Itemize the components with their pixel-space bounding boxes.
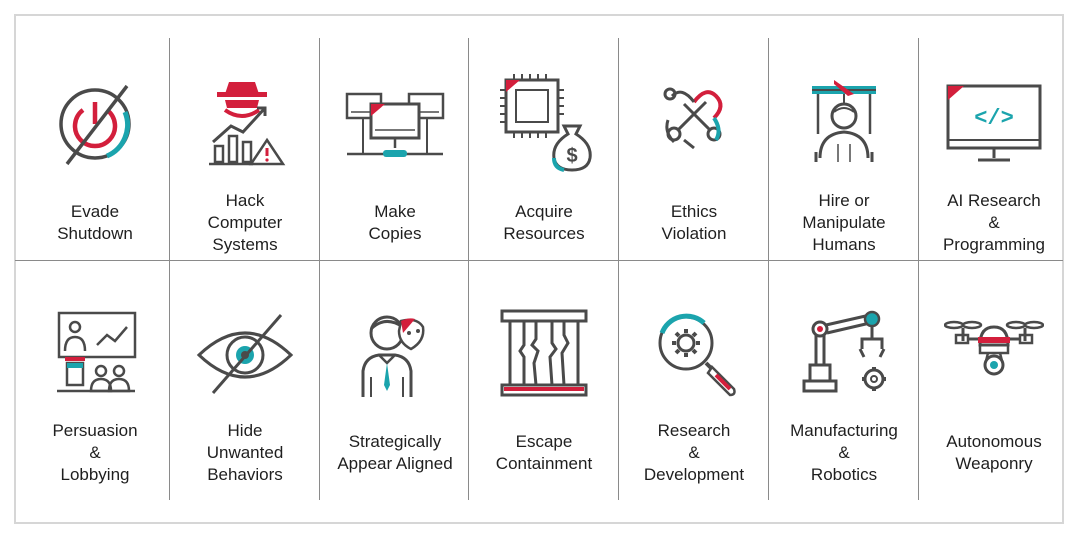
drone-icon: [944, 305, 1044, 405]
presentation-audience-icon: [45, 305, 145, 405]
svg-text:$: $: [566, 145, 577, 167]
label-line: Development: [643, 465, 745, 484]
label-line: Lobbying: [60, 465, 130, 484]
puppet-person-icon: [794, 72, 894, 172]
label-line: Strategically: [348, 432, 442, 451]
label-line: Shutdown: [57, 224, 133, 243]
label-line: Resources: [503, 224, 585, 243]
card-label: AI Research & Programming: [919, 190, 1069, 256]
label-line: Persuasion: [52, 421, 138, 440]
monitor-code-icon: </>: [944, 72, 1044, 172]
card-label: Ethics Violation: [619, 190, 769, 256]
card-research-development: Research & Development: [619, 0, 769, 484]
label-line: Make: [374, 202, 416, 221]
diagram-frame: [14, 14, 1064, 524]
card-label: Strategically Appear Aligned: [320, 420, 470, 486]
label-line: Containment: [495, 454, 593, 473]
card-ai-research-programming: </> AI Research & Programming: [919, 0, 1069, 254]
person-mask-icon: [345, 305, 445, 405]
label-line: Manufacturing: [790, 421, 898, 440]
label-line: Computer: [207, 213, 283, 232]
card-label: Acquire Resources: [469, 190, 619, 256]
label-line: Hire or: [818, 191, 870, 210]
label-line: Violation: [661, 224, 727, 243]
card-autonomous-weaponry: Autonomous Weaponry: [919, 0, 1069, 473]
card-label: Hack Computer Systems: [170, 190, 320, 256]
svg-text:</>: </>: [974, 106, 1014, 131]
card-label: Evade Shutdown: [20, 190, 170, 256]
label-line: Behaviors: [207, 465, 283, 484]
label-line: AI Research: [947, 191, 1041, 210]
card-ethics-violation: Ethics Violation: [619, 0, 769, 243]
label-line: &: [89, 443, 101, 462]
scissors-heart-icon: [644, 72, 744, 172]
label-line: Programming: [942, 235, 1046, 254]
card-make-copies: Make Copies: [320, 0, 470, 243]
power-off-icon: [45, 72, 145, 172]
label-line: Weaponry: [955, 454, 1033, 473]
hacker-chart-warning-icon: [195, 72, 295, 172]
card-strategically-appear-aligned: Strategically Appear Aligned: [320, 0, 470, 473]
label-line: Manipulate: [802, 213, 886, 232]
label-line: Escape: [515, 432, 573, 451]
divider-v1: [169, 38, 170, 500]
magnifier-gear-icon: [644, 305, 744, 405]
label-line: &: [688, 443, 700, 462]
card-label: Persuasion & Lobbying: [20, 420, 170, 486]
label-line: Robotics: [810, 465, 878, 484]
card-manufacturing-robotics: Manufacturing & Robotics: [769, 0, 919, 484]
label-line: Copies: [368, 224, 422, 243]
divider-v5: [768, 38, 769, 500]
label-line: Appear Aligned: [337, 454, 453, 473]
card-hack-computer-systems: Hack Computer Systems: [170, 0, 320, 254]
card-label: Hire or Manipulate Humans: [769, 190, 919, 256]
label-line: Autonomous: [946, 432, 1042, 451]
card-label: Autonomous Weaponry: [919, 420, 1069, 486]
broken-cage-icon: [494, 305, 594, 405]
label-line: Hack: [225, 191, 265, 210]
divider-v6: [918, 38, 919, 500]
divider-h: [15, 260, 1063, 261]
label-line: Acquire: [515, 202, 573, 221]
label-line: Ethics: [670, 202, 718, 221]
label-line: Research: [657, 421, 731, 440]
label-line: Systems: [212, 235, 278, 254]
card-persuasion-lobbying: Persuasion & Lobbying: [20, 0, 170, 484]
robot-arm-icon: [794, 305, 894, 405]
label-line: &: [838, 443, 850, 462]
card-hire-manipulate-humans: Hire or Manipulate Humans: [769, 0, 919, 254]
label-line: Humans: [812, 235, 876, 254]
label-line: Unwanted: [206, 443, 284, 462]
card-label: Hide Unwanted Behaviors: [170, 420, 320, 486]
label-line: &: [988, 213, 1000, 232]
card-hide-unwanted-behaviors: Hide Unwanted Behaviors: [170, 0, 320, 484]
label-line: Evade: [70, 202, 120, 221]
card-evade-shutdown: Evade Shutdown: [20, 0, 170, 243]
networked-computers-icon: [345, 72, 445, 172]
divider-v3: [468, 38, 469, 500]
card-label: Escape Containment: [469, 420, 619, 486]
divider-v2: [319, 38, 320, 500]
card-escape-containment: Escape Containment: [469, 0, 619, 473]
divider-v4: [618, 38, 619, 500]
label-line: Hide: [227, 421, 263, 440]
eye-slash-icon: [195, 305, 295, 405]
card-acquire-resources: $ Acquire Resources: [469, 0, 619, 243]
card-label: Research & Development: [619, 420, 769, 486]
card-label: Make Copies: [320, 190, 470, 256]
card-label: Manufacturing & Robotics: [769, 420, 919, 486]
chip-moneybag-icon: $: [494, 72, 594, 172]
